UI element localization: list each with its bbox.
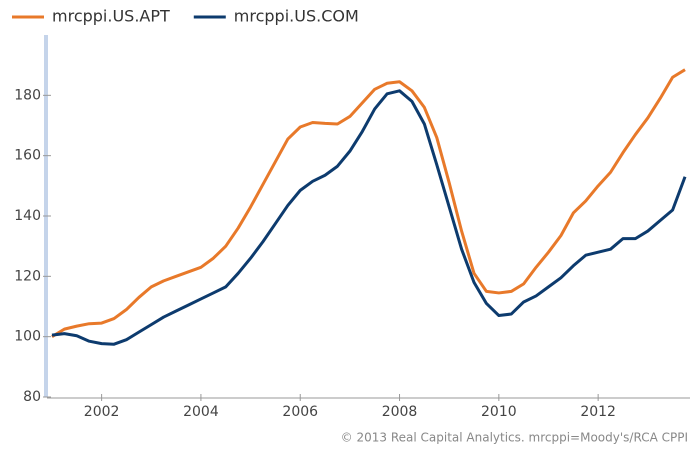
y-tick-label: 80 xyxy=(23,389,41,405)
y-tick-label: 160 xyxy=(14,148,41,164)
x-tick-label: 2012 xyxy=(580,404,616,420)
y-tick-label: 120 xyxy=(14,268,41,284)
y-tick-label: 180 xyxy=(14,87,41,103)
footer: © 2013 Real Capital Analytics. mrcppi=Mo… xyxy=(341,431,688,445)
series-line xyxy=(51,68,686,338)
legend-label: mrcppi.US.COM xyxy=(234,7,359,26)
y-tick-label: 100 xyxy=(14,329,41,345)
legend-label: mrcppi.US.APT xyxy=(52,7,170,26)
series-line xyxy=(51,89,687,346)
x-tick-label: 2002 xyxy=(84,404,120,420)
x-tick-label: 2008 xyxy=(382,404,418,420)
x-tick-label: 2010 xyxy=(481,404,517,420)
x-tick-label: 2006 xyxy=(282,404,318,420)
x-tick-label: 2004 xyxy=(183,404,219,420)
y-tick-label: 140 xyxy=(14,208,41,224)
legend: mrcppi.US.APT mrcppi.US.COM xyxy=(12,7,359,26)
